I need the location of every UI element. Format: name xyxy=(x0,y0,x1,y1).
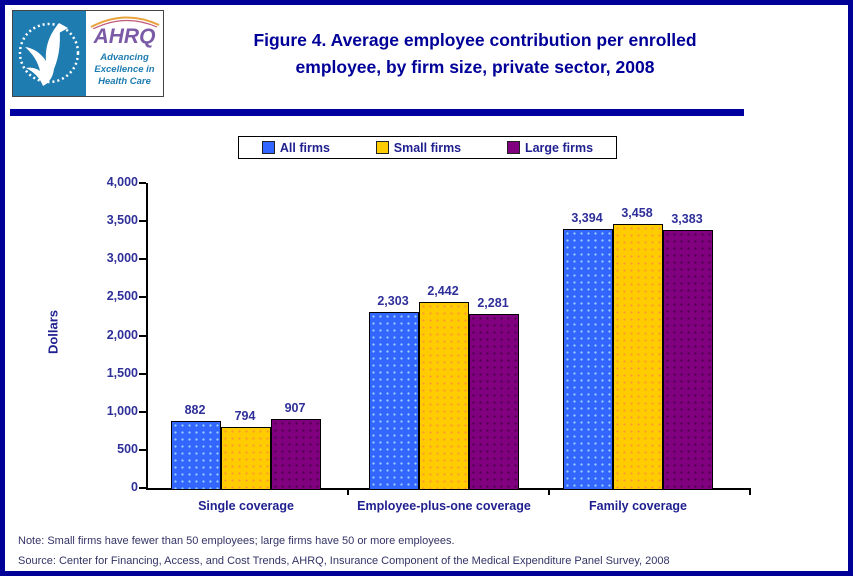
source-text: Source: Center for Financing, Access, an… xyxy=(18,555,670,567)
legend-item-all-firms: All firms xyxy=(261,140,330,155)
bar-large-firms xyxy=(271,419,321,490)
note-text: Note: Small firms have fewer than 50 emp… xyxy=(18,535,455,547)
y-tick-mark xyxy=(139,448,146,451)
bar-small-firms xyxy=(613,224,663,490)
ahrq-logo: AHRQ Advancing Excellence in Health Care xyxy=(86,11,163,96)
y-tick-label: 1,000 xyxy=(106,403,138,418)
legend-item-small-firms: Small firms xyxy=(375,140,462,155)
y-tick-label: 2,000 xyxy=(106,327,138,342)
bar-value-label: 794 xyxy=(234,409,256,423)
y-tick-mark xyxy=(139,372,146,375)
ahrq-rainbow-arc-icon xyxy=(90,16,160,29)
bar-value-label: 882 xyxy=(184,403,206,417)
hhs-ahrq-logo: AHRQ Advancing Excellence in Health Care xyxy=(12,10,164,97)
y-tick-mark xyxy=(139,334,146,337)
category-label: Employee-plus-one coverage xyxy=(357,499,531,513)
y-tick-mark xyxy=(139,296,146,299)
y-tick-label: 4,000 xyxy=(106,175,138,189)
legend-label: Large firms xyxy=(524,140,594,155)
x-axis-line xyxy=(146,488,751,490)
y-tick-label: 3,000 xyxy=(106,251,138,266)
y-tick-mark xyxy=(139,220,146,223)
hhs-eagle-icon xyxy=(18,22,80,86)
bar-value-label: 2,442 xyxy=(427,284,459,298)
legend-item-large-firms: Large firms xyxy=(506,140,594,155)
bar-all-firms xyxy=(171,421,221,490)
y-tick-mark xyxy=(139,487,146,489)
figure-title-line1: Figure 4. Average employee contribution … xyxy=(253,30,697,50)
y-axis-line xyxy=(146,183,148,490)
category-label: Single coverage xyxy=(198,499,294,513)
bar-value-label: 907 xyxy=(284,401,306,415)
bar-small-firms xyxy=(419,302,469,490)
bar-all-firms xyxy=(563,229,613,490)
y-tick-mark xyxy=(139,410,146,413)
bar-value-label: 3,383 xyxy=(671,212,703,226)
y-tick-mark xyxy=(139,258,146,261)
y-axis-title: Dollars xyxy=(45,309,61,355)
hhs-seal xyxy=(13,11,86,96)
y-tick-label: 2,500 xyxy=(106,289,138,304)
legend-marker xyxy=(375,141,389,154)
bar-all-firms xyxy=(369,312,419,490)
figure-title: Figure 4. Average employee contribution … xyxy=(185,27,765,81)
x-tick-mark xyxy=(749,490,751,495)
ahrq-tagline: Advancing Excellence in Health Care xyxy=(94,52,155,87)
legend-marker xyxy=(261,141,275,154)
category-label: Family coverage xyxy=(589,499,687,513)
ahrq-acronym: AHRQ xyxy=(93,25,156,48)
bar-value-label: 3,394 xyxy=(571,211,603,225)
y-tick-label: 1,500 xyxy=(106,365,138,380)
y-tick-label: 500 xyxy=(117,441,138,456)
x-tick-mark xyxy=(347,490,349,495)
bar-small-firms xyxy=(221,427,271,490)
figure-title-line2: employee, by firm size, private sector, … xyxy=(295,57,655,77)
chart-legend: All firms Small firms Large firms xyxy=(238,136,617,159)
legend-marker xyxy=(506,141,520,154)
bar-value-label: 3,458 xyxy=(621,206,653,220)
legend-label: Small firms xyxy=(393,140,462,155)
bar-large-firms xyxy=(469,314,519,490)
y-tick-mark xyxy=(139,182,146,184)
bar-value-label: 2,281 xyxy=(477,296,509,310)
bar-large-firms xyxy=(663,230,713,490)
bar-value-label: 2,303 xyxy=(377,294,409,308)
legend-label: All firms xyxy=(279,140,330,155)
y-tick-label: 0 xyxy=(131,480,138,494)
header-divider-rule xyxy=(10,109,744,116)
y-tick-label: 3,500 xyxy=(106,213,138,228)
x-tick-mark xyxy=(548,490,550,495)
